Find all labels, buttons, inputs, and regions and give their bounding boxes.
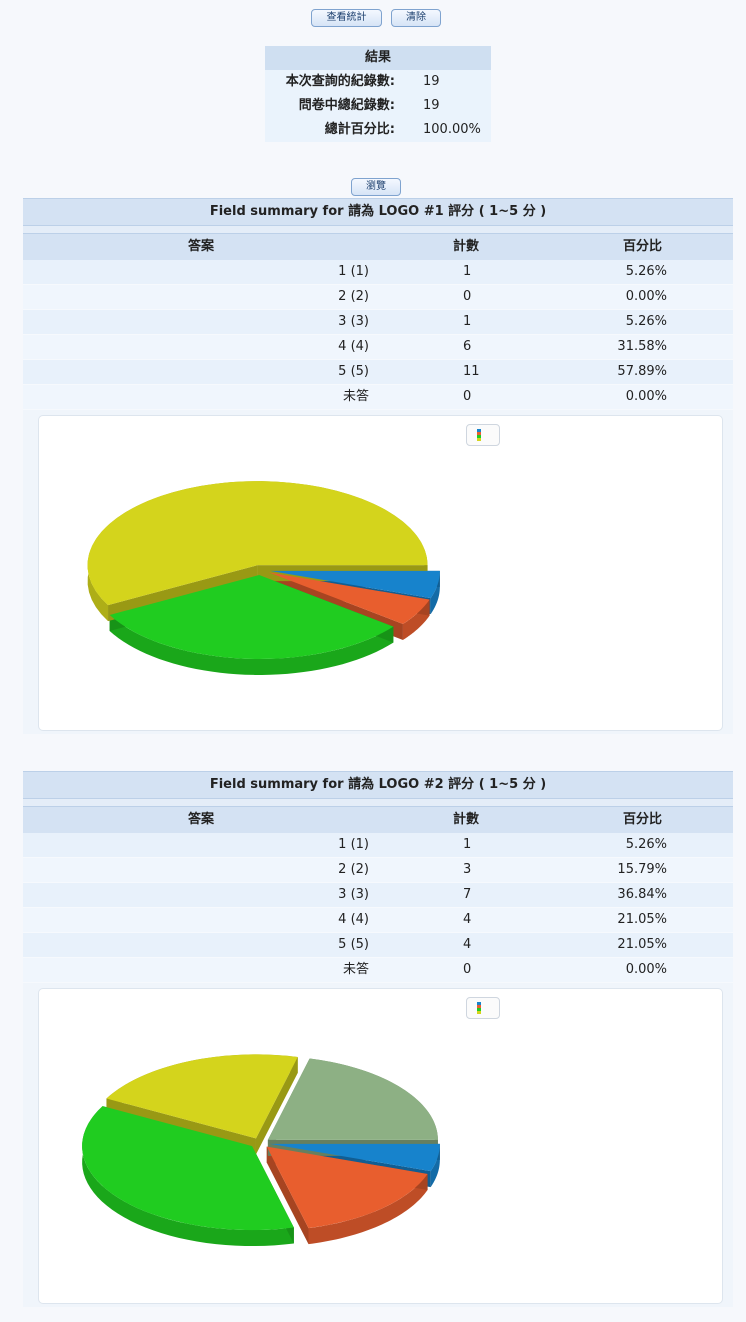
answer-cell: 5 (5) [338, 364, 369, 379]
count-cell: 4 [463, 912, 472, 927]
pie-slice-side [430, 1143, 440, 1188]
percent-cell: 5.26% [625, 264, 667, 279]
count-cell: 1 [463, 264, 472, 279]
count-header: 計數 [453, 239, 480, 254]
table-row: 2 (2) 0 0.00% [23, 285, 733, 310]
percent-header: 百分比 [623, 812, 663, 827]
result-summary: 結果 本次查詢的紀錄數: 19 問卷中總紀錄數: 19 總計百分比: 100.0… [265, 46, 491, 142]
count-cell: 4 [463, 937, 472, 952]
divider [23, 798, 733, 807]
percent-cell: 0.00% [625, 389, 667, 404]
answer-cell: 1 (1) [338, 837, 369, 852]
percent-cell: 36.84% [617, 887, 667, 902]
table-row: 4 (4) 4 21.05% [23, 908, 733, 933]
percent-cell: 31.58% [617, 339, 667, 354]
count-header: 計數 [453, 812, 480, 827]
result-row: 問卷中總紀錄數: 19 [265, 94, 491, 118]
percent-cell: 57.89% [617, 364, 667, 379]
column-header: 答案 計數 百分比 [23, 234, 733, 260]
count-cell: 7 [463, 887, 472, 902]
browse-button[interactable]: 瀏覽 [351, 178, 401, 196]
answer-cell: 4 (4) [338, 912, 369, 927]
count-cell: 0 [463, 289, 472, 304]
result-value: 100.00% [423, 122, 481, 137]
result-label: 本次查詢的紀錄數: [285, 74, 395, 89]
answer-cell: 5 (5) [338, 937, 369, 952]
answer-cell: 1 (1) [338, 264, 369, 279]
percent-header: 百分比 [623, 239, 663, 254]
pie-slice-side [308, 1173, 428, 1245]
result-label: 總計百分比: [324, 122, 395, 137]
table-row: 1 (1) 1 5.26% [23, 833, 733, 858]
clear-button[interactable]: 清除 [391, 9, 441, 27]
summary-title: Field summary for 請為 LOGO #2 評分 ( 1~5 分 … [23, 771, 733, 798]
count-cell: 1 [463, 837, 472, 852]
table-row: 1 (1) 1 5.26% [23, 260, 733, 285]
answer-cell: 3 (3) [338, 887, 369, 902]
table-row: 5 (5) 11 57.89% [23, 360, 733, 385]
pie-chart [87, 481, 440, 675]
pie-chart-panel [38, 988, 723, 1304]
pie-chart-panel [38, 415, 723, 731]
pie-slice-edge [266, 1146, 309, 1245]
pie-slice-1[interactable] [269, 1143, 440, 1172]
field-summary-1: Field summary for 請為 LOGO #1 評分 ( 1~5 分 … [23, 198, 733, 734]
result-row: 總計百分比: 100.00% [265, 118, 491, 142]
legend-toggle-icon[interactable] [466, 997, 500, 1019]
count-cell: 0 [463, 962, 472, 977]
answer-cell: 3 (3) [338, 314, 369, 329]
result-label: 問卷中總紀錄數: [298, 98, 395, 113]
percent-cell: 15.79% [617, 862, 667, 877]
pie-slice-3[interactable] [268, 572, 430, 624]
pie-slice-edge [255, 1056, 298, 1155]
pie-slice-2[interactable] [266, 1146, 428, 1229]
answer-cell: 2 (2) [338, 289, 369, 304]
pie-slice-side [82, 1106, 294, 1247]
table-row: 未答 0 0.00% [23, 958, 733, 983]
pie-chart [82, 1054, 440, 1247]
answer-header: 答案 [188, 239, 215, 254]
pie-slice-side [430, 570, 440, 615]
result-value: 19 [423, 74, 440, 89]
result-title: 結果 [265, 46, 491, 70]
percent-cell: 21.05% [617, 937, 667, 952]
pie-slice-4[interactable] [106, 1054, 298, 1139]
percent-cell: 5.26% [625, 314, 667, 329]
count-cell: 0 [463, 389, 472, 404]
pie-slice-3[interactable] [82, 1106, 294, 1231]
divider [23, 225, 733, 234]
count-cell: 1 [463, 314, 472, 329]
pie-slice-5[interactable] [267, 1058, 438, 1140]
result-value: 19 [423, 98, 440, 113]
answer-cell: 未答 [342, 962, 369, 977]
count-cell: 11 [463, 364, 480, 379]
table-row: 3 (3) 1 5.26% [23, 310, 733, 335]
column-header: 答案 計數 百分比 [23, 807, 733, 833]
answer-cell: 4 (4) [338, 339, 369, 354]
table-row: 4 (4) 6 31.58% [23, 335, 733, 360]
pie-slice-side [109, 614, 394, 675]
count-cell: 3 [463, 862, 472, 877]
percent-cell: 0.00% [625, 289, 667, 304]
percent-cell: 5.26% [625, 837, 667, 852]
percent-cell: 0.00% [625, 962, 667, 977]
count-cell: 6 [463, 339, 472, 354]
answer-header: 答案 [188, 812, 215, 827]
table-row: 2 (2) 3 15.79% [23, 858, 733, 883]
legend-toggle-icon[interactable] [466, 424, 500, 446]
view-stats-button[interactable]: 查看統計 [311, 9, 382, 27]
pie-slice-1[interactable] [269, 570, 440, 599]
pie-slice-4[interactable] [109, 574, 394, 659]
answer-cell: 未答 [342, 389, 369, 404]
table-row: 5 (5) 4 21.05% [23, 933, 733, 958]
pie-slice-5[interactable] [87, 481, 428, 606]
answer-cell: 2 (2) [338, 862, 369, 877]
table-row: 3 (3) 7 36.84% [23, 883, 733, 908]
percent-cell: 21.05% [617, 912, 667, 927]
field-summary-2: Field summary for 請為 LOGO #2 評分 ( 1~5 分 … [23, 771, 733, 1307]
summary-title: Field summary for 請為 LOGO #1 評分 ( 1~5 分 … [23, 198, 733, 225]
result-row: 本次查詢的紀錄數: 19 [265, 70, 491, 94]
table-row: 未答 0 0.00% [23, 385, 733, 410]
